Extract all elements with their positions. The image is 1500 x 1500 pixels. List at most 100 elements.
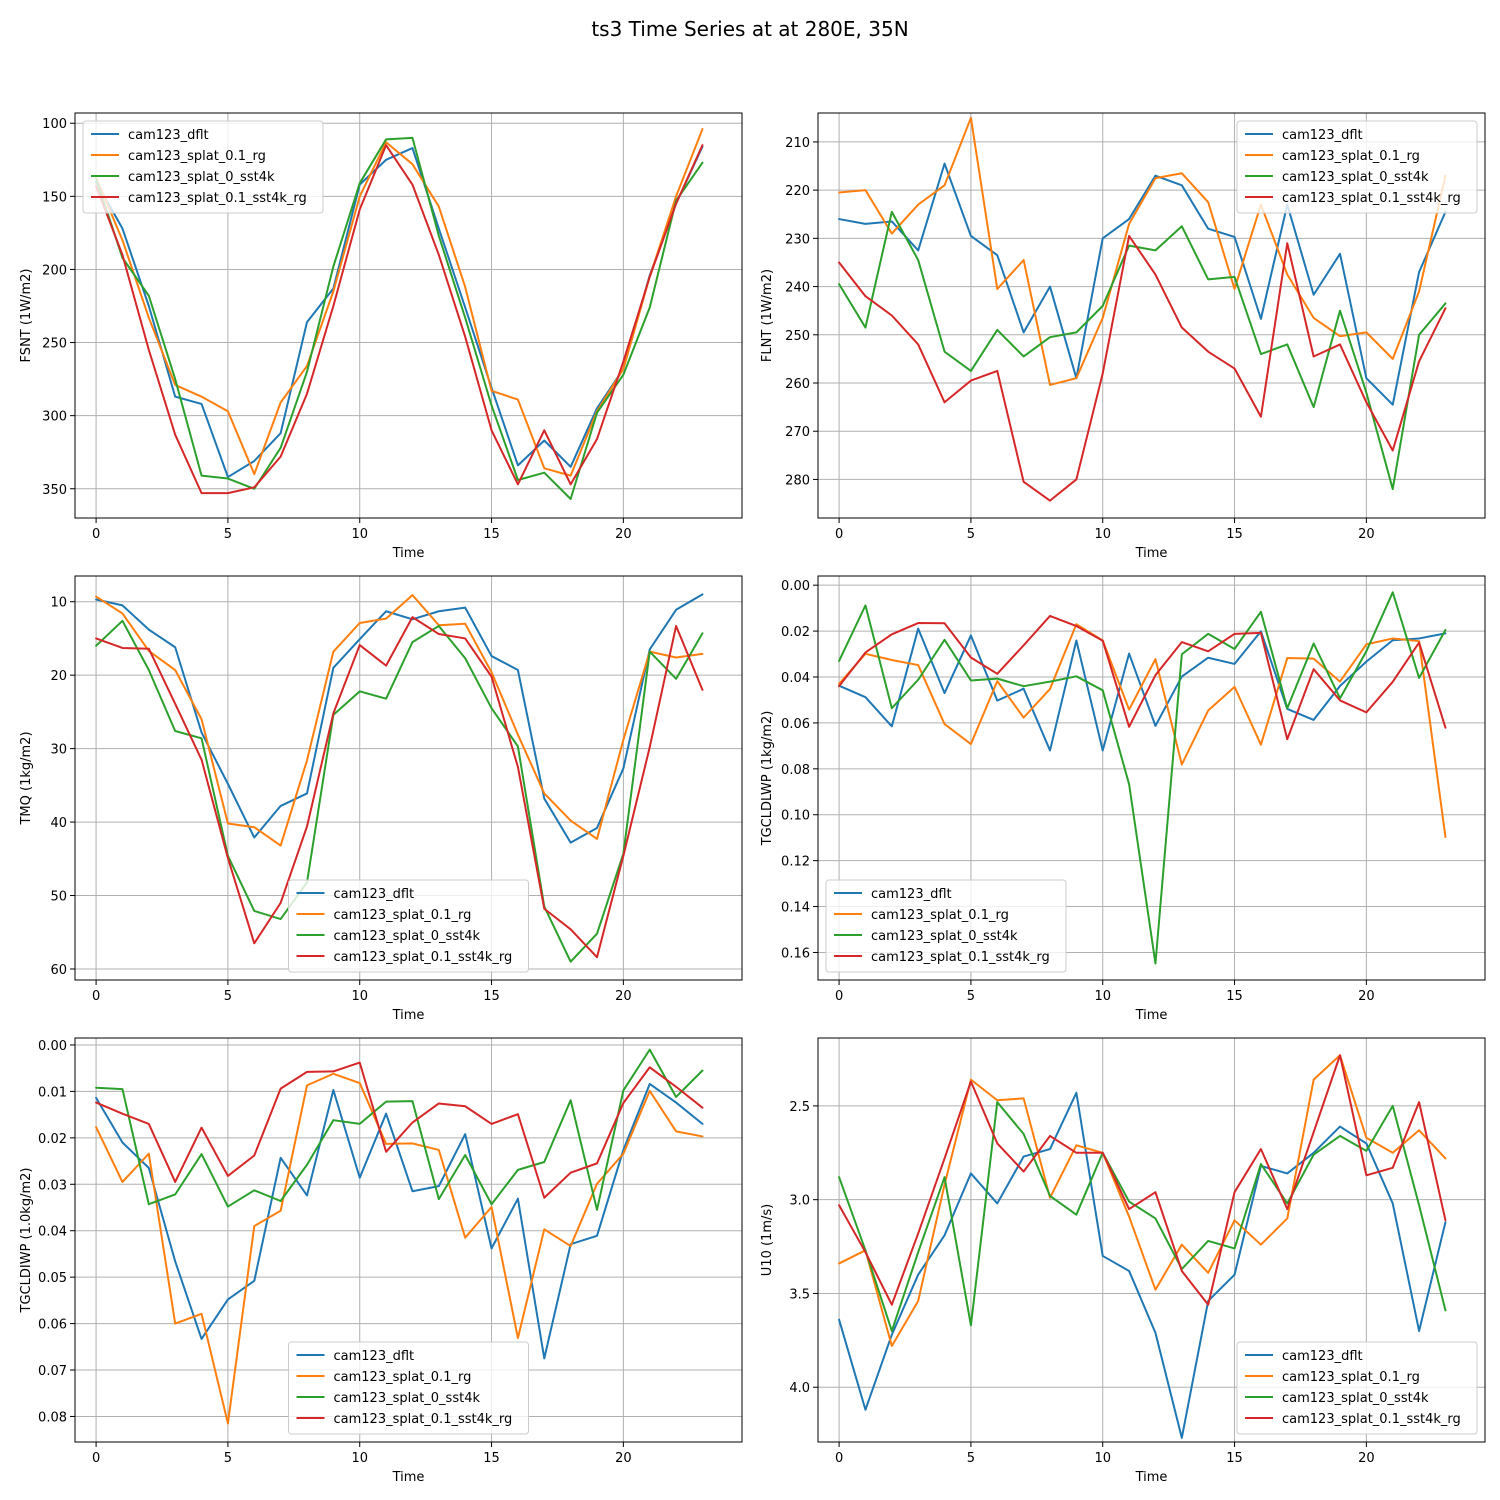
axes-frame [817, 112, 1486, 519]
legend-label: cam123_splat_0.1_sst4k_rg [1282, 191, 1461, 206]
x-tick-label: 5 [224, 989, 232, 1004]
y-tick-label: 200 [42, 263, 67, 278]
y-tick-label: 0.01 [38, 1085, 67, 1100]
y-tick-label: 60 [50, 963, 67, 978]
x-tick-label: 20 [1358, 1451, 1375, 1466]
legend-label: cam123_splat_0.1_sst4k_rg [871, 950, 1050, 965]
x-tick-label: 15 [483, 527, 500, 542]
legend: cam123_dflt cam123_splat_0.1_rg cam123_spl… [288, 879, 529, 973]
y-tick-label: 0.00 [38, 1039, 67, 1054]
y-tick-label: 20 [50, 669, 67, 684]
y-axis-label: FSNT (1W/m2) [19, 269, 34, 363]
y-axis-label: U10 (1m/s) [760, 1204, 775, 1276]
series-line-cam123-splat-0-sst4k [95, 619, 704, 963]
legend-label: cam123_dflt [334, 1349, 415, 1364]
series-line-cam123-splat-0-sst4k [838, 591, 1447, 965]
axes-frame [74, 112, 743, 519]
subplot-6: 0 5 10 15 20 2.5 3.0 3.5 4.0 Time U10 (1m/s) cam123… [760, 1037, 1486, 1485]
y-tick-label: 0.06 [38, 1318, 67, 1333]
legend-label: cam123_splat_0.1_sst4k_rg [334, 950, 513, 965]
legend-label: cam123_dflt [1282, 1349, 1363, 1364]
legend-label: cam123_splat_0.1_rg [128, 149, 266, 164]
y-tick-label: 220 [785, 184, 810, 199]
y-tick-label: 270 [785, 425, 810, 440]
y-tick-label: 260 [785, 377, 810, 392]
series-line-cam123-splat-0-1-rg [95, 1072, 704, 1425]
y-tick-label: 50 [50, 890, 67, 905]
y-tick-label: 0.08 [38, 1410, 67, 1425]
y-tick-label: 0.06 [781, 717, 810, 732]
series-line-cam123-splat-0-1-rg [838, 1054, 1447, 1347]
y-tick-label: 40 [50, 816, 67, 831]
series-line-cam123-splat-0-1-rg [838, 623, 1447, 838]
legend: cam123_dflt cam123_splat_0.1_rg cam123_spl… [82, 120, 324, 214]
series-line-cam123-dflt [838, 1091, 1447, 1439]
y-tick-label: 280 [785, 473, 810, 488]
y-tick-label: 30 [50, 743, 67, 758]
legend-box [82, 120, 324, 214]
x-tick-label: 10 [351, 1451, 368, 1466]
y-tick-label: 10 [50, 596, 67, 611]
x-tick-label: 0 [835, 989, 843, 1004]
series-line-cam123-splat-0-sst4k [838, 210, 1447, 491]
y-tick-label: 230 [785, 232, 810, 247]
y-tick-label: 0.02 [38, 1132, 67, 1147]
legend-label: cam123_splat_0.1_rg [871, 908, 1009, 923]
x-tick-label: 0 [835, 1451, 843, 1466]
x-axis-label: Time [392, 1008, 425, 1023]
legend: cam123_dflt cam123_splat_0.1_rg cam123_spl… [288, 1341, 529, 1435]
x-axis-label: Time [1135, 1470, 1168, 1485]
legend-label: cam123_dflt [334, 887, 415, 902]
legend-box [1236, 120, 1478, 214]
x-tick-label: 5 [967, 527, 975, 542]
x-tick-label: 0 [835, 527, 843, 542]
axes-frame [817, 575, 1486, 981]
y-tick-label: 210 [785, 136, 810, 151]
y-tick-label: 0.10 [781, 809, 810, 824]
x-axis-label: Time [1135, 1008, 1168, 1023]
figure-title: ts3 Time Series at at 280E, 35N [591, 17, 908, 41]
legend-box [288, 879, 529, 973]
y-tick-label: 300 [42, 410, 67, 425]
series-line-cam123-splat-0-1-sst4k-rg [95, 616, 704, 959]
legend-label: cam123_splat_0.1_rg [334, 908, 472, 923]
y-tick-label: 0.00 [781, 579, 810, 594]
subplot-2: 0 5 10 15 20 210 220 230 240 250 260 270 280 Time FLNT… [760, 112, 1486, 561]
axes-frame [74, 1037, 743, 1443]
y-axis-label: FLNT (1W/m2) [760, 269, 775, 362]
legend-label: cam123_splat_0.1_rg [334, 1370, 472, 1385]
series-line-cam123-splat-0-1-rg [95, 594, 704, 847]
legend-box [288, 1341, 529, 1435]
x-tick-label: 0 [92, 1451, 100, 1466]
series-line-cam123-splat-0-1-rg [838, 116, 1447, 386]
y-tick-label: 4.0 [789, 1381, 810, 1396]
y-tick-label: 0.04 [38, 1225, 67, 1240]
series-line-cam123-splat-0-1-rg [95, 128, 704, 477]
x-tick-label: 10 [1094, 1451, 1111, 1466]
x-tick-label: 5 [967, 989, 975, 1004]
legend-label: cam123_splat_0_sst4k [871, 929, 1018, 944]
y-axis-label: TGCLDLWP (1kg/m2) [760, 711, 775, 847]
y-tick-label: 3.5 [789, 1287, 810, 1302]
y-tick-label: 250 [785, 329, 810, 344]
y-tick-label: 0.04 [781, 671, 810, 686]
y-tick-label: 0.08 [781, 763, 810, 778]
series-line-cam123-splat-0-1-sst4k-rg [95, 1061, 704, 1199]
y-tick-label: 3.0 [789, 1194, 810, 1209]
y-tick-label: 240 [785, 281, 810, 296]
x-tick-label: 10 [1094, 527, 1111, 542]
x-tick-label: 20 [1358, 527, 1375, 542]
y-tick-label: 150 [42, 190, 67, 205]
y-tick-label: 0.14 [781, 901, 810, 916]
x-tick-label: 5 [224, 1451, 232, 1466]
y-tick-label: 350 [42, 483, 67, 498]
x-tick-label: 15 [483, 1451, 500, 1466]
legend-box [825, 879, 1067, 973]
x-tick-label: 5 [967, 1451, 975, 1466]
legend-label: cam123_dflt [871, 887, 952, 902]
x-tick-label: 0 [92, 989, 100, 1004]
series-line-cam123-splat-0-1-sst4k-rg [838, 614, 1447, 741]
legend: cam123_dflt cam123_splat_0.1_rg cam123_spl… [1236, 120, 1478, 214]
